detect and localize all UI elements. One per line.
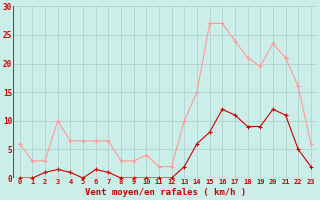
X-axis label: Vent moyen/en rafales ( km/h ): Vent moyen/en rafales ( km/h )	[85, 188, 246, 197]
